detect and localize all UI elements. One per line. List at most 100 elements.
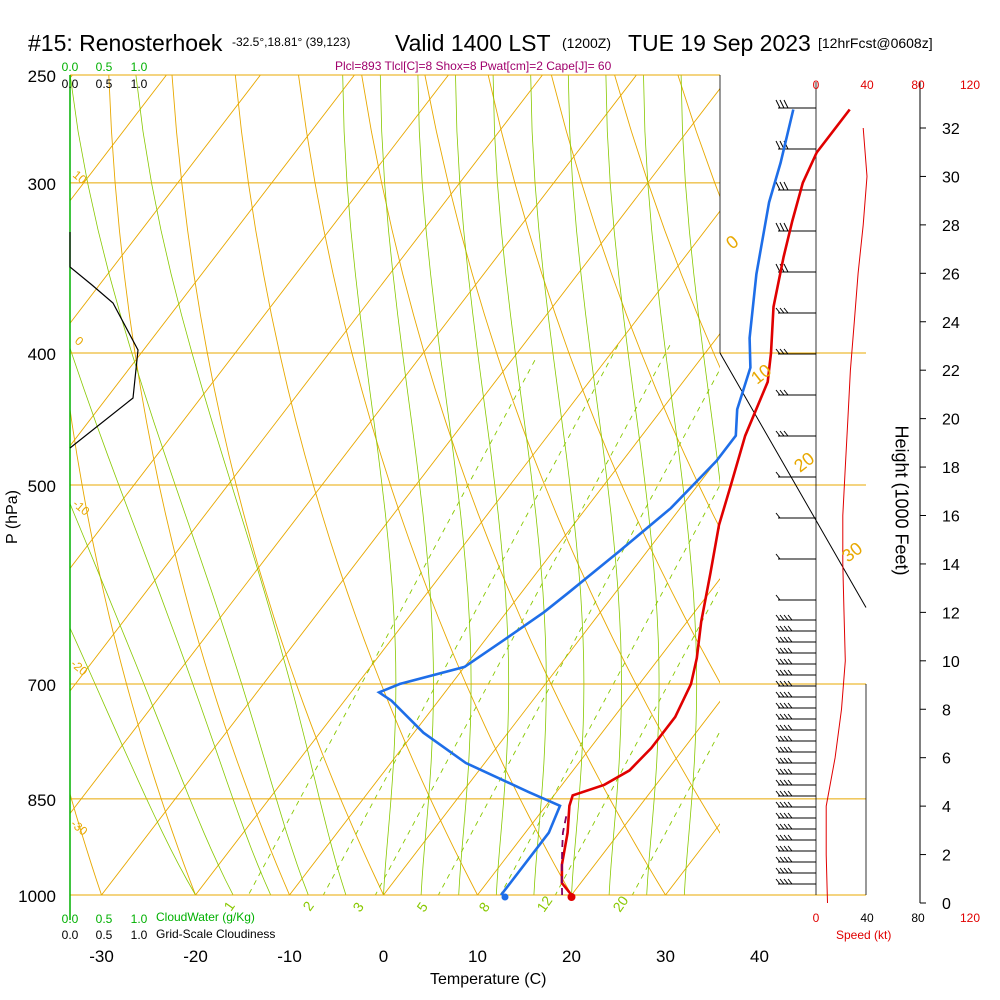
dry-adiabat-label: -20 bbox=[68, 657, 91, 679]
wind-barb-feather bbox=[783, 680, 789, 687]
parcel-path bbox=[560, 815, 568, 896]
wind-barb-feather bbox=[779, 878, 785, 885]
wind-barb-feather bbox=[775, 757, 781, 764]
wind-barb-feather bbox=[783, 647, 789, 654]
wind-barb-feather bbox=[779, 647, 785, 654]
temperature-tick-label: 10 bbox=[468, 947, 487, 966]
wind-barb-feather bbox=[775, 680, 781, 687]
height-tick-label: 2 bbox=[942, 848, 951, 865]
wind-barb-feather bbox=[787, 746, 793, 753]
wind-barb-feather bbox=[783, 735, 789, 742]
cloudwater-top-label: 1.0 bbox=[131, 60, 148, 74]
dry-adiabat-line bbox=[70, 792, 102, 895]
wind-barb-feather bbox=[779, 348, 785, 355]
height-tick-label: 8 bbox=[942, 702, 951, 719]
wind-barb-feather bbox=[787, 691, 793, 698]
temperature-tick-label: -10 bbox=[277, 947, 302, 966]
wind-barb-feather bbox=[775, 647, 781, 654]
dry-adiabat-line bbox=[424, 75, 720, 834]
moist-adiabat-line bbox=[342, 75, 397, 895]
temperature-tick-label: 0 bbox=[379, 947, 388, 966]
surface-temperature-point bbox=[567, 893, 576, 901]
wind-barb-feather bbox=[787, 790, 793, 797]
tropopause-line bbox=[719, 352, 867, 608]
height-tick-label: 6 bbox=[942, 751, 951, 768]
isotherm-line bbox=[477, 578, 720, 895]
wind-barb-feather bbox=[775, 867, 781, 874]
wind-barb-feather bbox=[787, 669, 793, 676]
wind-barb-feather bbox=[783, 658, 789, 665]
wind-barb-feather bbox=[787, 724, 793, 731]
wind-barb-feather bbox=[787, 658, 793, 665]
wind-barb-feather bbox=[779, 757, 785, 764]
wind-barbs bbox=[775, 99, 816, 885]
temperature-tick-label: 20 bbox=[562, 947, 581, 966]
wind-barb-feather bbox=[783, 389, 789, 396]
wind-barb-feather bbox=[779, 614, 785, 621]
dry-adiabat-line bbox=[108, 75, 290, 895]
moist-adiabat-line bbox=[70, 502, 234, 895]
dry-adiabat-line bbox=[487, 75, 720, 684]
dry-adiabat-line bbox=[171, 75, 384, 895]
mixing-ratio-label: 20 bbox=[609, 893, 631, 915]
cloudiness-bottom-label: 1.0 bbox=[131, 928, 148, 942]
speed-top-label: 0 bbox=[813, 78, 820, 92]
speed-top-label: 40 bbox=[860, 78, 874, 92]
height-tick-label: 12 bbox=[942, 605, 960, 622]
wind-barb-feather bbox=[775, 625, 781, 632]
mixing-ratio-label: 12 bbox=[533, 893, 555, 915]
height-tick-label: 20 bbox=[942, 412, 960, 429]
wind-barb-feather bbox=[775, 713, 781, 720]
height-tick-label: 24 bbox=[942, 315, 960, 332]
wind-barb-feather bbox=[787, 867, 793, 874]
wind-barb-feather bbox=[779, 812, 785, 819]
dry-adiabat-label: 0 bbox=[72, 334, 86, 349]
wind-barb-feather bbox=[787, 779, 793, 786]
wind-barb-feather bbox=[783, 768, 789, 775]
cloudiness-top-label: 1.0 bbox=[131, 77, 148, 91]
height-tick-label: 0 bbox=[942, 896, 951, 913]
dry-adiabat-line bbox=[361, 75, 666, 895]
wind-barb-feather bbox=[787, 812, 793, 819]
wind-barb-feather bbox=[787, 823, 793, 830]
moist-adiabat-line bbox=[643, 75, 698, 895]
dry-adiabat-line bbox=[298, 75, 572, 895]
speed-bottom-label: 0 bbox=[813, 911, 820, 925]
moist-adiabat-line bbox=[492, 75, 547, 895]
dry-adiabat-label: -10 bbox=[70, 497, 93, 519]
speed-bottom-label: 80 bbox=[911, 911, 925, 925]
wind-barb-feather bbox=[775, 512, 781, 519]
wind-barb-feather bbox=[783, 614, 789, 621]
wind-barb-feather bbox=[783, 856, 789, 863]
moist-adiabat-line bbox=[680, 75, 720, 486]
dry-adiabat-line bbox=[614, 75, 720, 369]
wind-barb-feather bbox=[783, 757, 789, 764]
wind-barb-feather bbox=[779, 702, 785, 709]
wind-barb-feather bbox=[779, 222, 785, 232]
mixing-ratio-label: 3 bbox=[349, 899, 367, 915]
wind-barb-feather bbox=[783, 669, 789, 676]
wind-barb-feather bbox=[775, 140, 781, 150]
isotherm-line bbox=[948, 75, 1000, 895]
wind-barb-feather bbox=[775, 812, 781, 819]
isotherm-label: 20 bbox=[790, 448, 818, 476]
background-lines bbox=[70, 75, 1000, 895]
wind-barb-feather bbox=[775, 99, 781, 109]
height-tick-label: 4 bbox=[942, 799, 951, 816]
wind-barb-feather bbox=[779, 625, 785, 632]
wind-barb-feather bbox=[779, 430, 785, 437]
wind-barb-feather bbox=[787, 625, 793, 632]
wind-barb-feather bbox=[779, 790, 785, 797]
moist-adiabat-line bbox=[70, 75, 309, 895]
mixing-ratio-label: 1 bbox=[220, 898, 238, 914]
wind-barb-feather bbox=[783, 625, 789, 632]
height-tick-label: 22 bbox=[942, 363, 960, 380]
wind-barb-feather bbox=[775, 790, 781, 797]
wind-barb-feather bbox=[775, 746, 781, 753]
wind-barb-feather bbox=[779, 636, 785, 643]
wind-barb-feather bbox=[783, 702, 789, 709]
wind-barb-feather bbox=[779, 856, 785, 863]
pressure-tick-label: 400 bbox=[28, 345, 56, 364]
dry-adiabat-line bbox=[234, 75, 478, 895]
